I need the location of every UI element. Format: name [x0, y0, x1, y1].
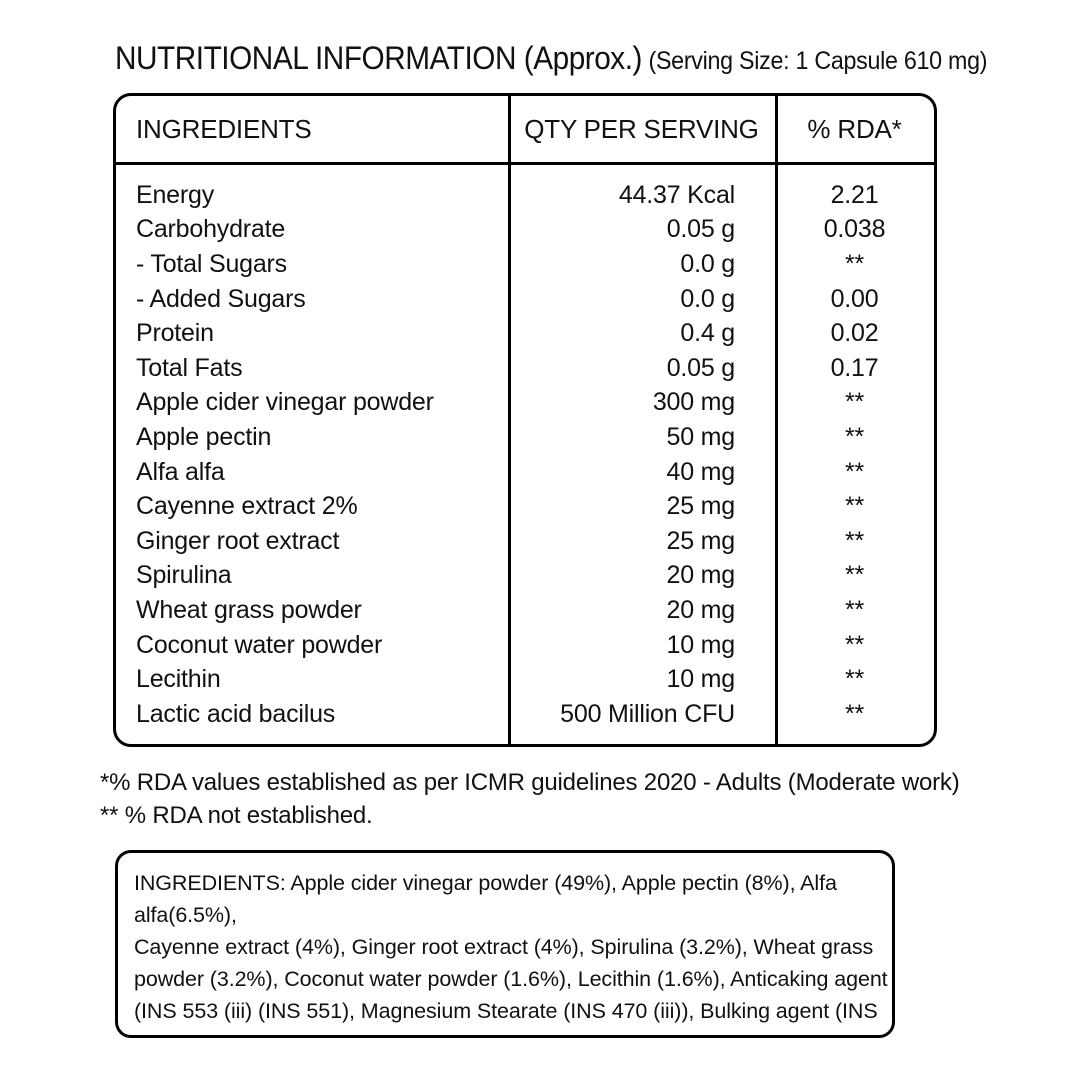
title-main: NUTRITIONAL INFORMATION (Approx.): [115, 40, 642, 76]
ingredients-box-line: INGREDIENTS: Apple cider vinegar powder …: [134, 871, 837, 895]
column-divider-1: [508, 96, 511, 744]
rda-cell: 0.038: [823, 215, 886, 244]
footnote-rda-not-established: ** % RDA not established.: [100, 802, 373, 829]
table-row: Alfa alfa 40 mg **: [116, 455, 934, 490]
ingredient-cell: Carbohydrate: [136, 215, 286, 244]
column-header-rda: % RDA*: [807, 113, 902, 144]
rda-cell: **: [844, 422, 865, 451]
page-title: NUTRITIONAL INFORMATION (Approx.) (Servin…: [115, 40, 988, 76]
rda-cell: **: [844, 457, 865, 486]
qty-cell: 20 mg: [666, 561, 736, 590]
ingredients-box-line: Cayenne extract (4%), Ginger root extrac…: [134, 935, 874, 959]
qty-cell: 50 mg: [666, 422, 736, 451]
rda-cell: 0.02: [830, 319, 879, 348]
rda-cell: **: [844, 665, 865, 694]
rda-cell: **: [844, 492, 865, 521]
table-row: Apple pectin 50 mg **: [116, 420, 934, 455]
qty-cell: 20 mg: [666, 595, 736, 624]
table-row: - Total Sugars 0.0 g **: [116, 247, 934, 282]
table-row: Ginger root extract 25 mg **: [116, 524, 934, 559]
table-row: Carbohydrate 0.05 g 0.038: [116, 213, 934, 248]
footnote-rda-established: *% RDA values established as per ICMR gu…: [100, 769, 960, 796]
ingredients-box-line: (INS 553 (iii) (INS 551), Magnesium Stea…: [134, 999, 878, 1023]
qty-cell: 0.0 g: [680, 284, 735, 313]
rda-cell: 0.17: [830, 353, 879, 382]
qty-cell: 0.05 g: [666, 215, 736, 244]
ingredient-cell: - Total Sugars: [136, 249, 287, 278]
qty-cell: 300 mg: [652, 388, 735, 417]
rda-cell: **: [844, 699, 865, 728]
table-row: - Added Sugars 0.0 g 0.00: [116, 282, 934, 317]
ingredients-box: INGREDIENTS: Apple cider vinegar powder …: [115, 850, 895, 1038]
table-row: Spirulina 20 mg **: [116, 559, 934, 594]
ingredient-cell: Apple pectin: [136, 422, 272, 451]
ingredient-cell: Ginger root extract: [136, 526, 340, 555]
qty-cell: 0.0 g: [680, 249, 735, 278]
table-row: Total Fats 0.05 g 0.17: [116, 351, 934, 386]
rda-cell: **: [844, 526, 865, 555]
column-divider-2: [775, 96, 778, 744]
ingredient-cell: Coconut water powder: [136, 630, 383, 659]
title-serving-size: (Serving Size: 1 Capsule 610 mg): [648, 47, 988, 75]
rda-cell: **: [844, 249, 865, 278]
rda-cell: **: [844, 630, 865, 659]
table-row: Lecithin 10 mg **: [116, 662, 934, 697]
qty-cell: 25 mg: [666, 526, 736, 555]
ingredient-cell: Total Fats: [136, 353, 243, 382]
table-row: Coconut water powder 10 mg **: [116, 628, 934, 663]
rda-footnotes: *% RDA values established as per ICMR gu…: [100, 766, 960, 832]
ingredients-box-line: alfa(6.5%),: [134, 903, 237, 927]
table-header-row: INGREDIENTS QTY PER SERVING % RDA*: [116, 96, 934, 165]
ingredients-box-line: powder (3.2%), Coconut water powder (1.6…: [134, 967, 888, 991]
qty-cell: 10 mg: [666, 630, 736, 659]
column-header-ingredients: INGREDIENTS: [136, 113, 312, 144]
table-body: Energy 44.37 Kcal 2.21 Carbohydrate 0.05…: [116, 165, 934, 732]
table-row: Energy 44.37 Kcal 2.21: [116, 178, 934, 213]
rda-cell: **: [844, 388, 865, 417]
table-row: Cayenne extract 2% 25 mg **: [116, 489, 934, 524]
ingredient-cell: - Added Sugars: [136, 284, 306, 313]
qty-cell: 0.4 g: [680, 319, 735, 348]
rda-cell: 2.21: [830, 180, 879, 209]
nutrition-table: INGREDIENTS QTY PER SERVING % RDA* Energ…: [113, 93, 937, 747]
table-row: Protein 0.4 g 0.02: [116, 316, 934, 351]
ingredient-cell: Alfa alfa: [136, 457, 225, 486]
qty-cell: 40 mg: [666, 457, 736, 486]
qty-cell: 44.37 Kcal: [618, 180, 735, 209]
ingredient-cell: Protein: [136, 319, 214, 348]
rda-cell: 0.00: [830, 284, 879, 313]
qty-cell: 25 mg: [666, 492, 736, 521]
table-row: Lactic acid bacilus 500 Million CFU **: [116, 697, 934, 732]
column-header-qty-per-serving: QTY PER SERVING: [524, 113, 759, 144]
ingredient-cell: Apple cider vinegar powder: [136, 388, 434, 417]
qty-cell: 10 mg: [666, 665, 736, 694]
ingredient-cell: Lecithin: [136, 665, 221, 694]
rda-cell: **: [844, 561, 865, 590]
qty-cell: 0.05 g: [666, 353, 736, 382]
ingredient-cell: Cayenne extract 2%: [136, 492, 358, 521]
ingredient-cell: Spirulina: [136, 561, 232, 590]
ingredient-cell: Wheat grass powder: [136, 595, 362, 624]
table-row: Wheat grass powder 20 mg **: [116, 593, 934, 628]
table-row: Apple cider vinegar powder 300 mg **: [116, 386, 934, 421]
rda-cell: **: [844, 595, 865, 624]
qty-cell: 500 Million CFU: [560, 699, 735, 728]
ingredient-cell: Energy: [136, 180, 215, 209]
ingredient-cell: Lactic acid bacilus: [136, 699, 336, 728]
